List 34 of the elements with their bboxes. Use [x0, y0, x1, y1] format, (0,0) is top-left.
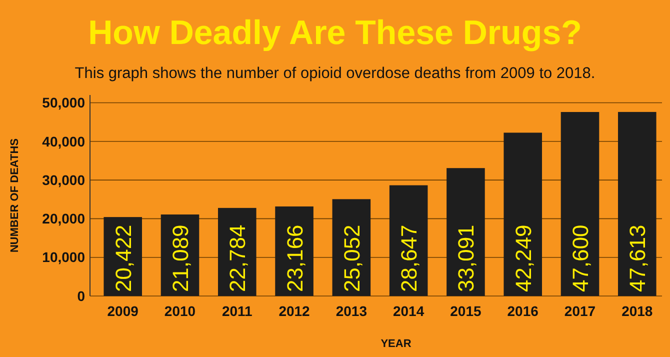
x-tick-label: 2017 [564, 303, 596, 319]
x-tick-label: 2016 [507, 303, 539, 319]
y-axis-title: NUMBER OF DEATHS [9, 138, 21, 253]
x-tick-label: 2013 [336, 303, 368, 319]
bar [618, 112, 656, 296]
x-tick-label: 2015 [450, 303, 482, 319]
y-tick-label: 30,000 [42, 172, 86, 188]
y-tick-label: 50,000 [42, 94, 86, 111]
bar [560, 112, 600, 296]
x-axis-title: YEAR [380, 338, 412, 350]
x-tick-label: 2012 [278, 303, 310, 319]
data-label: 21,089 [168, 224, 193, 292]
bar [504, 132, 542, 296]
data-label: 47,613 [625, 224, 650, 292]
x-tick-label: 2014 [392, 303, 424, 319]
data-label: 22,784 [225, 224, 250, 292]
y-tick-label: 10,000 [42, 249, 86, 266]
data-label: 28,647 [396, 224, 422, 292]
x-tick-label: 2009 [107, 303, 139, 319]
bar [446, 168, 485, 296]
x-tick-label: 2018 [622, 303, 653, 319]
y-tick-label: 20,000 [42, 210, 86, 227]
data-label: 42,249 [510, 224, 536, 292]
data-label: 23,166 [282, 224, 308, 292]
x-tick-label: 2011 [222, 303, 253, 319]
data-label: 20,422 [110, 224, 136, 292]
data-label: 47,600 [568, 224, 593, 292]
y-tick-label: 40,000 [42, 133, 86, 150]
y-tick-label: 0 [77, 288, 86, 304]
chart-title: How Deadly Are These Drugs? [88, 14, 582, 52]
data-label: 25,052 [339, 224, 364, 292]
x-tick-label: 2010 [164, 303, 196, 319]
data-label: 33,091 [454, 224, 479, 292]
chart-subtitle: This graph shows the number of opioid overdose deaths from 2009 to 2018. [74, 65, 596, 82]
